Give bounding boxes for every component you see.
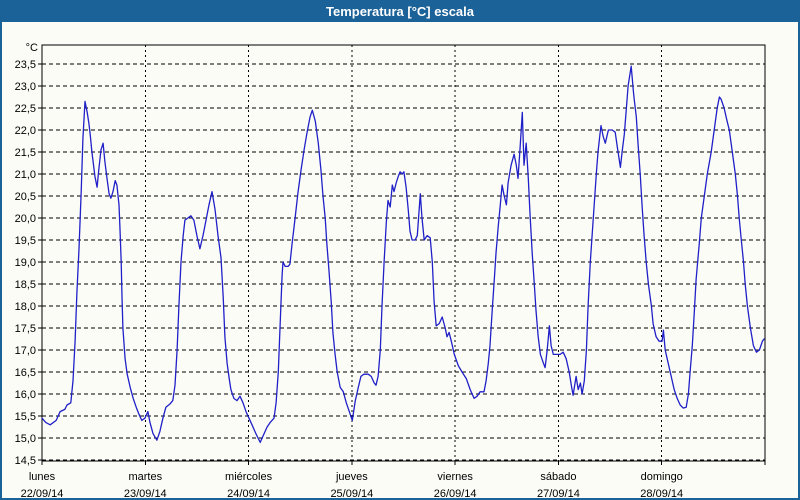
y-tick-label: 20,5 xyxy=(15,191,36,203)
title-bar: Temperatura [°C] escala xyxy=(2,2,798,22)
y-tick-label: 22,0 xyxy=(15,125,36,137)
chart-area: 23,5 23,0 22,5 22,0 21,5 21,0 20,5 20,0 19,5 19,0… xyxy=(4,24,796,498)
y-tick-label: 18,5 xyxy=(15,279,36,291)
horizontal-gridlines xyxy=(38,63,765,461)
x-day-name: domingo xyxy=(641,471,683,483)
y-tick-label: 23,5 xyxy=(15,59,36,71)
y-axis-unit-label: °C xyxy=(26,42,38,54)
x-day-date: 27/09/14 xyxy=(537,488,580,500)
y-axis-tick-labels: 23,5 23,0 22,5 22,0 21,5 21,0 20,5 20,0 19,5 19,0… xyxy=(15,59,36,467)
y-tick-label: 19,5 xyxy=(15,235,36,247)
y-tick-label: 15,5 xyxy=(15,411,36,423)
x-day-date: 24/09/14 xyxy=(227,488,270,500)
temperature-series-line xyxy=(41,65,765,444)
x-day-name: sábado xyxy=(540,471,576,483)
y-tick-label: 19,0 xyxy=(15,257,36,269)
temperature-line xyxy=(41,65,765,444)
y-tick-label: 15,0 xyxy=(15,433,36,445)
x-day-date: 25/09/14 xyxy=(330,488,373,500)
y-tick-label: 18,0 xyxy=(15,301,36,313)
y-tick-label: 22,5 xyxy=(15,103,36,115)
x-day-name: martes xyxy=(128,471,162,483)
y-tick-label: 21,5 xyxy=(15,147,36,159)
y-tick-label: 14,5 xyxy=(15,455,36,467)
x-day-date: 23/09/14 xyxy=(124,488,167,500)
y-tick-label: 16,5 xyxy=(15,367,36,379)
x-day-name: viernes xyxy=(437,471,473,483)
x-day-date: 28/09/14 xyxy=(640,488,683,500)
x-day-name: lunes xyxy=(29,471,56,483)
window-title: Temperatura [°C] escala xyxy=(325,4,474,19)
x-day-name: miércoles xyxy=(225,471,273,483)
y-tick-label: 20,0 xyxy=(15,213,36,225)
y-tick-label: 17,0 xyxy=(15,345,36,357)
x-day-name: jueves xyxy=(335,471,368,483)
x-day-date: 22/09/14 xyxy=(21,488,64,500)
x-axis-ticks xyxy=(41,461,766,465)
plot-border xyxy=(41,44,766,462)
y-axis-unit: °C xyxy=(26,42,38,54)
y-tick-label: 23,0 xyxy=(15,81,36,93)
x-day-date: 26/09/14 xyxy=(434,488,477,500)
y-tick-label: 21,0 xyxy=(15,169,36,181)
y-tick-label: 16,0 xyxy=(15,389,36,401)
vertical-gridlines xyxy=(144,45,663,461)
x-axis-day-labels: lunes 22/09/14 martes 23/09/14 miércoles 24/0… xyxy=(21,471,684,500)
y-tick-label: 17,5 xyxy=(15,323,36,335)
temperature-chart-svg: 23,5 23,0 22,5 22,0 21,5 21,0 20,5 20,0 19,5 19,0… xyxy=(15,42,766,500)
